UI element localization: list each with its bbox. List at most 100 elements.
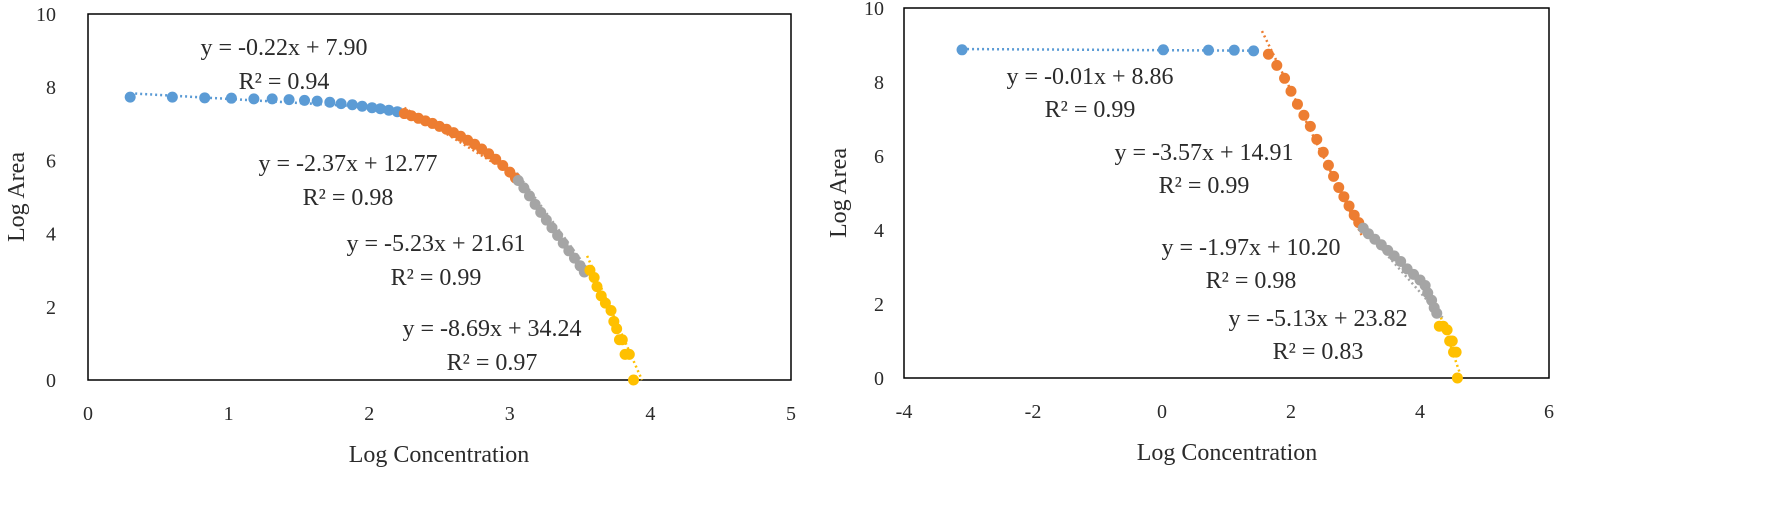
- data-point-series-1: [199, 92, 211, 104]
- chart-right: -4 -2 0 2 4 6 0 2 4 6 8 10 Log Concentra…: [826, 0, 1554, 466]
- equation-label: y = -1.97x + 10.20: [1161, 235, 1340, 261]
- data-point-series-4: [591, 281, 603, 293]
- r2-label: R² = 0.99: [1159, 173, 1250, 199]
- r2-label: R² = 0.94: [239, 69, 330, 95]
- y-tick-label: 8: [46, 77, 56, 99]
- y-tick-label: 6: [874, 146, 884, 168]
- data-point-series-3: [552, 229, 564, 241]
- data-point-series-4: [623, 348, 635, 360]
- plot-area-left: [87, 13, 792, 381]
- data-point-series-1: [1157, 44, 1169, 56]
- data-point-series-1: [346, 99, 358, 111]
- data-point-series-1: [324, 96, 336, 108]
- data-point-series-2: [1338, 191, 1350, 203]
- data-point-series-3: [1431, 307, 1443, 319]
- data-point-series-1: [1248, 45, 1260, 57]
- data-point-series-2: [1298, 109, 1310, 121]
- r2-label: R² = 0.97: [447, 350, 538, 376]
- data-point-series-3: [523, 190, 535, 202]
- y-ticks-right: 0 2 4 6 8 10: [864, 0, 884, 390]
- y-tick-label: 4: [46, 224, 56, 246]
- y-tick-label: 10: [864, 0, 884, 20]
- data-point-series-2: [1279, 72, 1291, 84]
- points-left: [124, 91, 640, 386]
- equation-label: y = -0.01x + 8.86: [1006, 64, 1173, 90]
- points-right: [956, 44, 1463, 384]
- x-tick-label: 2: [1286, 401, 1296, 423]
- data-point-series-3: [535, 206, 547, 218]
- data-point-series-1: [311, 95, 323, 107]
- data-point-series-1: [1228, 44, 1240, 56]
- data-point-series-1: [356, 100, 368, 112]
- data-point-series-2: [497, 160, 509, 172]
- x-axis-title: Log Concentration: [1137, 440, 1318, 466]
- data-point-series-3: [1395, 255, 1407, 267]
- x-tick-label: 2: [364, 403, 374, 425]
- x-tick-label: -2: [1025, 401, 1042, 423]
- data-point-series-1: [366, 102, 378, 114]
- y-tick-label: 6: [46, 150, 56, 172]
- x-ticks-right: -4 -2 0 2 4 6: [896, 401, 1554, 423]
- data-point-series-2: [1328, 170, 1340, 182]
- equation-label: y = -0.22x + 7.90: [200, 35, 367, 61]
- data-point-series-1: [225, 92, 237, 104]
- y-axis-title: Log Area: [826, 148, 852, 238]
- data-point-series-1: [248, 93, 260, 105]
- x-tick-label: -4: [896, 401, 913, 423]
- equation-label: y = -2.37x + 12.77: [258, 151, 437, 177]
- data-point-series-1: [166, 91, 178, 103]
- y-tick-label: 2: [46, 297, 56, 319]
- data-point-series-3: [568, 252, 580, 264]
- r2-label: R² = 0.99: [391, 265, 482, 291]
- data-point-series-2: [1343, 200, 1355, 212]
- data-point-series-3: [540, 214, 552, 226]
- data-point-series-1: [374, 103, 386, 115]
- data-point-series-3: [529, 198, 541, 210]
- data-point-series-2: [1322, 159, 1334, 171]
- r2-label: R² = 0.99: [1045, 97, 1136, 123]
- data-point-series-1: [335, 98, 347, 110]
- y-tick-label: 0: [46, 370, 56, 392]
- data-point-series-2: [1317, 146, 1329, 158]
- data-point-series-3: [557, 237, 569, 249]
- x-tick-label: 3: [505, 403, 515, 425]
- data-point-series-4: [628, 374, 640, 386]
- data-point-series-4: [611, 323, 623, 335]
- chart-left: 0 1 2 3 4 5 0 2 4 6 8 10 Log Concentrati…: [4, 4, 796, 468]
- y-tick-label: 2: [874, 294, 884, 316]
- equation-label: y = -8.69x + 34.24: [402, 316, 581, 342]
- data-point-series-4: [1451, 372, 1463, 384]
- equations-right: y = -0.01x + 8.86 R² = 0.99 y = -3.57x +…: [1006, 64, 1407, 365]
- x-tick-label: 1: [224, 403, 234, 425]
- y-ticks-left: 0 2 4 6 8 10: [36, 4, 56, 392]
- equation-label: y = -5.23x + 21.61: [346, 231, 525, 257]
- data-point-series-1: [266, 93, 278, 105]
- data-point-series-4: [588, 272, 600, 284]
- data-point-series-2: [1291, 98, 1303, 110]
- data-point-series-2: [1304, 120, 1316, 132]
- data-point-series-3: [546, 222, 558, 234]
- x-tick-label: 5: [786, 403, 796, 425]
- data-point-series-2: [1333, 181, 1345, 193]
- y-tick-label: 0: [874, 368, 884, 390]
- data-point-series-4: [605, 304, 617, 316]
- data-point-series-4: [1446, 335, 1458, 347]
- r2-label: R² = 0.83: [1273, 339, 1364, 365]
- y-tick-label: 4: [874, 220, 884, 242]
- y-tick-label: 8: [874, 72, 884, 94]
- data-point-series-1: [283, 94, 295, 106]
- data-point-series-4: [616, 334, 628, 346]
- data-point-series-1: [383, 104, 395, 116]
- trendline-series-1: [962, 47, 1259, 52]
- x-tick-label: 6: [1544, 401, 1554, 423]
- x-tick-label: 4: [645, 403, 655, 425]
- data-point-series-4: [1450, 346, 1462, 358]
- data-point-series-1: [299, 94, 311, 106]
- equations-left: y = -0.22x + 7.90 R² = 0.94 y = -2.37x +…: [200, 35, 581, 376]
- data-point-series-1: [956, 44, 968, 56]
- data-point-series-2: [1311, 133, 1323, 145]
- data-point-series-1: [1202, 44, 1214, 56]
- r2-label: R² = 0.98: [303, 185, 394, 211]
- data-point-series-2: [1285, 85, 1297, 97]
